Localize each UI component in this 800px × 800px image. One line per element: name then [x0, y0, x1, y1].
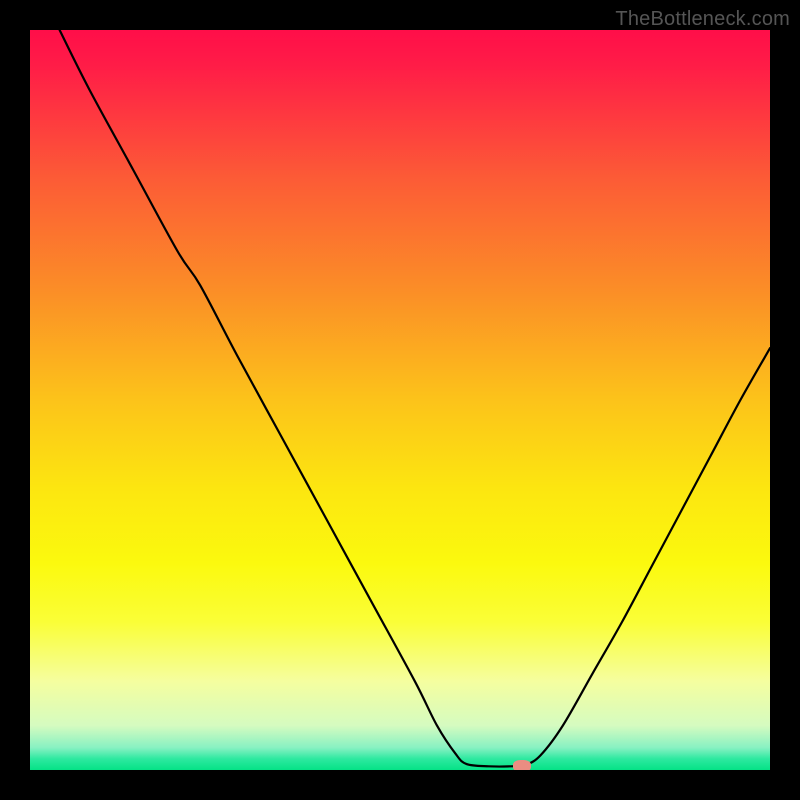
watermark-text: TheBottleneck.com — [615, 8, 790, 31]
plot-area — [30, 30, 770, 770]
curve-path — [60, 30, 770, 767]
bottleneck-curve — [30, 30, 770, 770]
optimal-marker — [513, 760, 531, 770]
